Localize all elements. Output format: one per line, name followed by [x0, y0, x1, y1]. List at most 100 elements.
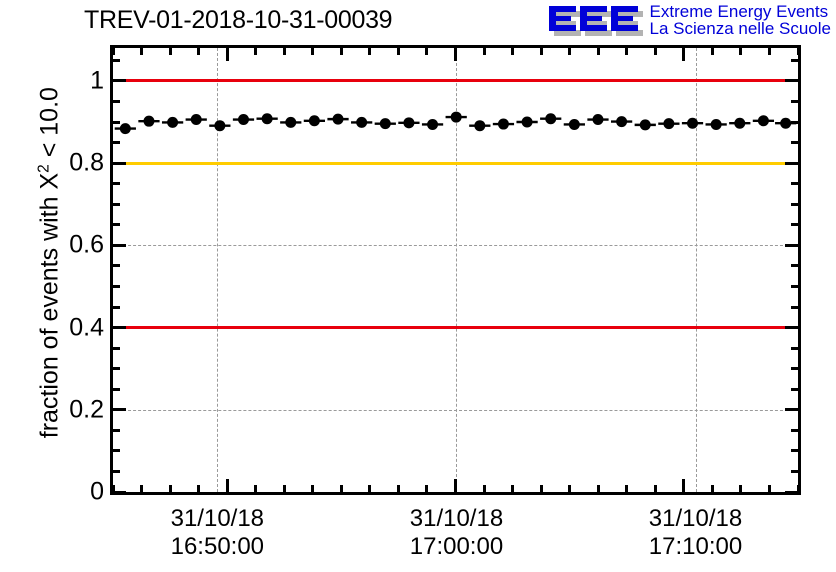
x-axis-minor-tick	[653, 485, 657, 492]
x-axis-minor-tick-top	[767, 48, 771, 55]
x-axis-minor-tick	[396, 485, 400, 492]
x-axis-minor-tick	[596, 485, 600, 492]
y-axis-tick-label: 0.2	[69, 395, 104, 424]
x-axis-minor-tick-top	[511, 48, 515, 55]
x-axis-minor-tick-top	[339, 48, 343, 55]
y-axis-minor-tick-right	[791, 305, 798, 309]
x-axis-minor-tick	[282, 485, 286, 492]
x-axis-minor-tick-top	[739, 48, 743, 55]
y-axis-tick-label: 0	[90, 477, 104, 506]
data-point-marker	[403, 117, 415, 129]
x-axis-minor-tick-top	[796, 48, 798, 55]
y-axis-minor-tick	[113, 387, 120, 391]
data-point-marker	[780, 117, 792, 129]
x-axis-minor-tick-top	[197, 48, 201, 55]
x-axis-minor-tick-top	[113, 48, 115, 55]
data-point-marker	[119, 123, 131, 135]
x-axis-major-tick	[225, 479, 229, 492]
x-axis-minor-tick	[568, 485, 572, 492]
page-title: TREV-01-2018-10-31-00039	[84, 6, 393, 34]
x-axis-minor-tick-top	[653, 48, 657, 55]
reference-line	[113, 161, 798, 165]
x-axis-minor-tick-top	[539, 48, 543, 55]
data-point-marker	[757, 115, 769, 127]
y-axis-major-tick	[113, 161, 126, 165]
y-axis-tick-label: 0.6	[69, 230, 104, 259]
y-axis-major-tick-right	[785, 490, 798, 492]
reference-line	[113, 326, 798, 330]
data-point-marker	[639, 119, 651, 131]
y-axis-minor-tick	[113, 182, 120, 186]
data-series	[114, 111, 797, 135]
plot-frame	[110, 45, 801, 495]
y-axis-minor-tick-right	[791, 284, 798, 288]
y-axis-minor-tick-right	[791, 141, 798, 145]
y-axis-minor-tick-right	[791, 58, 798, 62]
y-axis-major-tick-right	[785, 243, 798, 247]
x-axis-minor-tick	[767, 485, 771, 492]
data-point-marker	[663, 118, 675, 130]
y-axis-minor-tick-right	[791, 120, 798, 124]
x-axis-major-tick	[682, 479, 686, 492]
grid-line-vertical	[695, 48, 697, 492]
x-axis-major-tick-top	[225, 48, 229, 61]
x-axis-minor-tick-top	[140, 48, 144, 55]
grid-line-horizontal	[113, 409, 798, 411]
x-axis-minor-tick	[539, 485, 543, 492]
x-axis-tick-label-date: 31/10/18	[170, 505, 265, 532]
x-axis-minor-tick-top	[282, 48, 286, 55]
data-point-marker	[379, 118, 391, 130]
x-axis-minor-tick	[710, 485, 714, 492]
x-axis-minor-tick	[368, 485, 372, 492]
x-axis-minor-tick-top	[625, 48, 629, 55]
data-point-marker	[427, 118, 439, 130]
y-axis-minor-tick	[113, 58, 120, 62]
y-axis-minor-tick-right	[791, 469, 798, 473]
x-axis-minor-tick-top	[168, 48, 172, 55]
data-point-marker	[592, 114, 604, 126]
x-axis-minor-tick-top	[710, 48, 714, 55]
y-axis-minor-tick-right	[791, 449, 798, 453]
x-axis-minor-tick	[311, 485, 315, 492]
y-axis-minor-tick	[113, 141, 120, 145]
data-point-marker	[450, 111, 462, 123]
y-axis-minor-tick-right	[791, 182, 798, 186]
data-point-marker	[285, 116, 297, 128]
x-axis-tick-label: 31/10/18 17:10:00	[649, 505, 742, 562]
x-axis-minor-tick	[168, 485, 172, 492]
data-point-marker	[308, 115, 320, 127]
y-axis-tick-label: 0.4	[69, 313, 104, 342]
data-point-marker	[568, 118, 580, 130]
x-axis-minor-tick-top	[568, 48, 572, 55]
y-axis-major-tick-right	[785, 79, 798, 83]
y-axis-minor-tick	[113, 202, 120, 206]
data-point-marker	[710, 118, 722, 130]
y-axis-minor-tick	[113, 367, 120, 371]
data-point-marker	[237, 114, 249, 126]
x-axis-minor-tick	[796, 485, 798, 492]
data-point-marker	[734, 117, 746, 129]
x-axis-tick-label-date: 31/10/18	[648, 505, 743, 532]
y-axis-minor-tick	[113, 284, 120, 288]
x-axis-minor-tick-top	[368, 48, 372, 55]
y-axis-tick-label: 0.8	[69, 148, 104, 177]
y-axis-major-tick	[113, 408, 126, 412]
x-axis-minor-tick	[482, 485, 486, 492]
data-point-marker	[332, 113, 344, 125]
y-axis-minor-tick	[113, 305, 120, 309]
y-axis-major-tick	[113, 243, 126, 247]
x-axis-minor-tick	[113, 485, 115, 492]
y-axis-minor-tick	[113, 428, 120, 432]
x-axis-tick-label: 31/10/18 16:50:00	[171, 505, 264, 562]
eee-logo: Extreme Energy Events La Scienza nelle S…	[548, 2, 831, 40]
x-axis-tick-label-date: 31/10/18	[409, 505, 504, 532]
data-point-marker	[474, 120, 486, 132]
x-axis-minor-tick	[511, 485, 515, 492]
eee-logo-line-1: Extreme Energy Events	[649, 2, 829, 21]
x-axis-minor-tick	[625, 485, 629, 492]
y-axis-major-tick-right	[785, 161, 798, 165]
x-axis-minor-tick	[425, 485, 429, 492]
y-axis-minor-tick-right	[791, 223, 798, 227]
y-axis-major-tick-right	[785, 408, 798, 412]
